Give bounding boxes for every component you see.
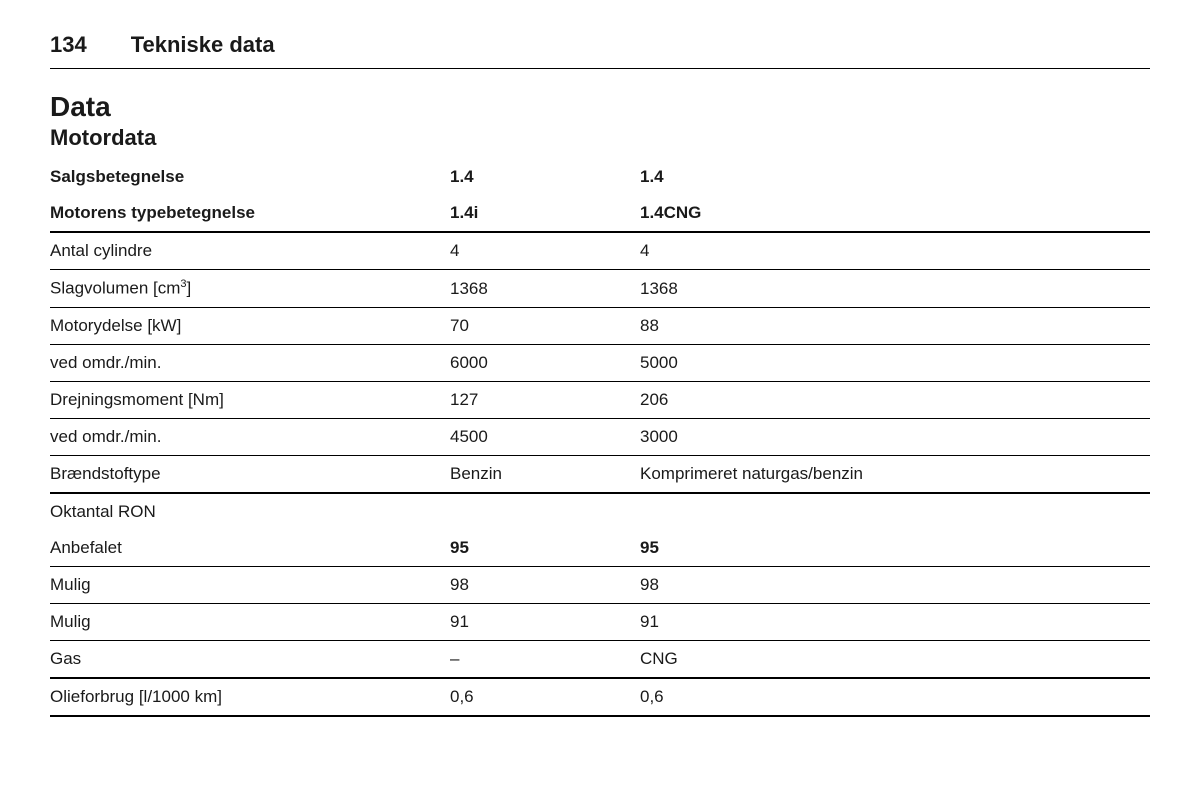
main-title: Data [50,91,1150,123]
sub-title: Motordata [50,125,1150,151]
table-row: Drejningsmoment [Nm]127206 [50,381,1150,418]
page-number: 134 [50,32,87,58]
row-value-a: 6000 [450,344,640,381]
row-value-b: 88 [640,307,1150,344]
table-row: Mulig9191 [50,603,1150,640]
row-value-a: 1.4i [450,195,640,232]
row-label: Drejningsmoment [Nm] [50,381,450,418]
row-value-a: 1368 [450,270,640,308]
table-row: ved omdr./min.45003000 [50,418,1150,455]
row-value-b: 98 [640,566,1150,603]
row-label: Anbefalet [50,530,450,567]
row-value-b: 5000 [640,344,1150,381]
table-row: Mulig9898 [50,566,1150,603]
table-row: ved omdr./min.60005000 [50,344,1150,381]
row-value-b: 0,6 [640,678,1150,716]
table-row: Gas–CNG [50,640,1150,678]
row-value-a: 70 [450,307,640,344]
row-label: Motorydelse [kW] [50,307,450,344]
table-row: Motorydelse [kW]7088 [50,307,1150,344]
row-value-b: 1.4CNG [640,195,1150,232]
row-label: Oktantal RON [50,493,450,530]
row-value-b: 3000 [640,418,1150,455]
row-value-a: 91 [450,603,640,640]
row-value-a: 4500 [450,418,640,455]
row-label: Mulig [50,603,450,640]
table-row: Slagvolumen [cm3]13681368 [50,270,1150,308]
row-value-a: Benzin [450,455,640,493]
row-value-a [450,493,640,530]
table-row: Motorens typebetegnelse1.4i1.4CNG [50,195,1150,232]
row-label: Slagvolumen [cm3] [50,270,450,308]
page-header: 134 Tekniske data [50,32,1150,69]
row-label: Brændstoftype [50,455,450,493]
row-label: Salgsbetegnelse [50,159,450,195]
row-value-b: 206 [640,381,1150,418]
table-row: Oktantal RON [50,493,1150,530]
row-label: Olieforbrug [l/1000 km] [50,678,450,716]
row-label: Motorens typebetegnelse [50,195,450,232]
table-row: Salgsbetegnelse1.41.4 [50,159,1150,195]
row-label: Gas [50,640,450,678]
row-value-b: 1.4 [640,159,1150,195]
row-value-a: 127 [450,381,640,418]
row-value-a: 98 [450,566,640,603]
row-value-a: – [450,640,640,678]
row-value-b [640,493,1150,530]
row-value-a: 4 [450,232,640,270]
row-value-b: 1368 [640,270,1150,308]
row-value-b: 4 [640,232,1150,270]
row-value-b: CNG [640,640,1150,678]
row-label: ved omdr./min. [50,344,450,381]
row-value-a: 0,6 [450,678,640,716]
row-label: Mulig [50,566,450,603]
row-value-b: 91 [640,603,1150,640]
row-value-a: 95 [450,530,640,567]
row-value-a: 1.4 [450,159,640,195]
motordata-table: Salgsbetegnelse1.41.4Motorens typebetegn… [50,159,1150,717]
row-value-b: Komprimeret naturgas/benzin [640,455,1150,493]
table-row: Anbefalet9595 [50,530,1150,567]
table-row: Antal cylindre44 [50,232,1150,270]
table-row: Olieforbrug [l/1000 km]0,60,6 [50,678,1150,716]
row-label: ved omdr./min. [50,418,450,455]
row-label: Antal cylindre [50,232,450,270]
table-row: BrændstoftypeBenzinKomprimeret naturgas/… [50,455,1150,493]
section-title: Tekniske data [131,32,275,58]
row-value-b: 95 [640,530,1150,567]
